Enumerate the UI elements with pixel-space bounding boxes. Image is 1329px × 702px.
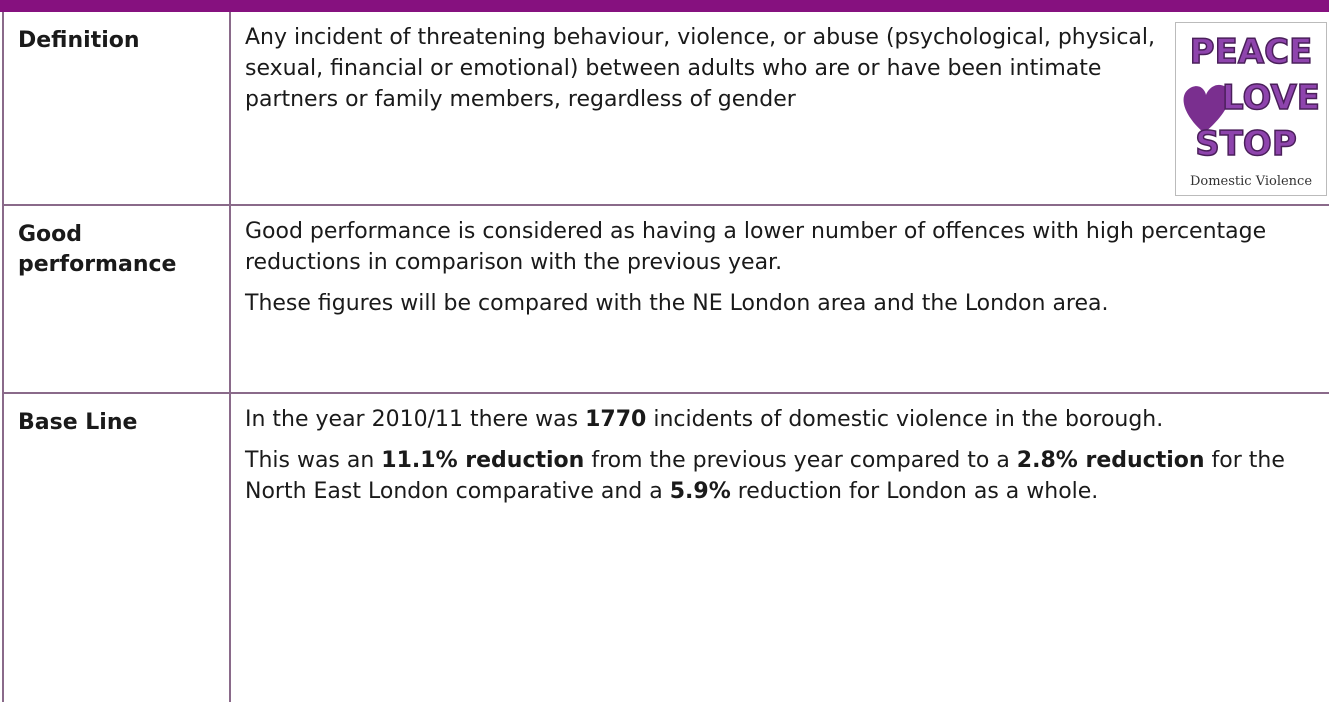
text: In the year 2010/11 there was (245, 407, 585, 432)
bold-text: 1770 (585, 407, 646, 432)
row-content: PEACE LOVE STOP Domestic Violence Any incide… (231, 12, 1329, 204)
logo-word: PEACE (1190, 32, 1313, 72)
bold-text: 5.9% (670, 479, 731, 504)
table-row: Definition PEACE LOVE STOP Domestic Violence… (2, 12, 1329, 206)
row-label: Definition (2, 12, 231, 204)
table: Definition PEACE LOVE STOP Domestic Violence… (2, 12, 1329, 702)
paragraph: Any incident of threatening behaviour, v… (245, 22, 1317, 115)
text: These figures will be compared with the … (245, 291, 1109, 316)
header-bar (0, 0, 1329, 12)
text: This was an (245, 448, 381, 473)
logo-image: PEACE LOVE STOP Domestic Violence (1175, 22, 1327, 196)
text: Any incident of threatening behaviour, v… (245, 25, 1155, 112)
text: incidents of domestic violence in the bo… (646, 407, 1163, 432)
paragraph: This was an 11.1% reduction from the pre… (245, 445, 1317, 507)
logo-caption: Domestic Violence (1190, 174, 1312, 189)
row-label: Base Line (2, 394, 231, 702)
paragraph: In the year 2010/11 there was 1770 incid… (245, 404, 1317, 435)
page: Definition PEACE LOVE STOP Domestic Violence… (0, 0, 1329, 702)
bold-text: 11.1% reduction (381, 448, 584, 473)
row-label: Good performance (2, 206, 231, 392)
table-row: Base Line In the year 2010/11 there was 1… (2, 394, 1329, 702)
row-content: Good performance is considered as having… (231, 206, 1329, 392)
bold-text: 2.8% reduction (1017, 448, 1205, 473)
text: reduction for London as a whole. (731, 479, 1099, 504)
logo-word: LOVE (1222, 78, 1320, 118)
logo-word: STOP (1195, 124, 1297, 164)
row-content: In the year 2010/11 there was 1770 incid… (231, 394, 1329, 702)
text: Good performance is considered as having… (245, 219, 1266, 275)
paragraph: Good performance is considered as having… (245, 216, 1317, 278)
text: from the previous year compared to a (584, 448, 1016, 473)
paragraph: These figures will be compared with the … (245, 288, 1317, 319)
